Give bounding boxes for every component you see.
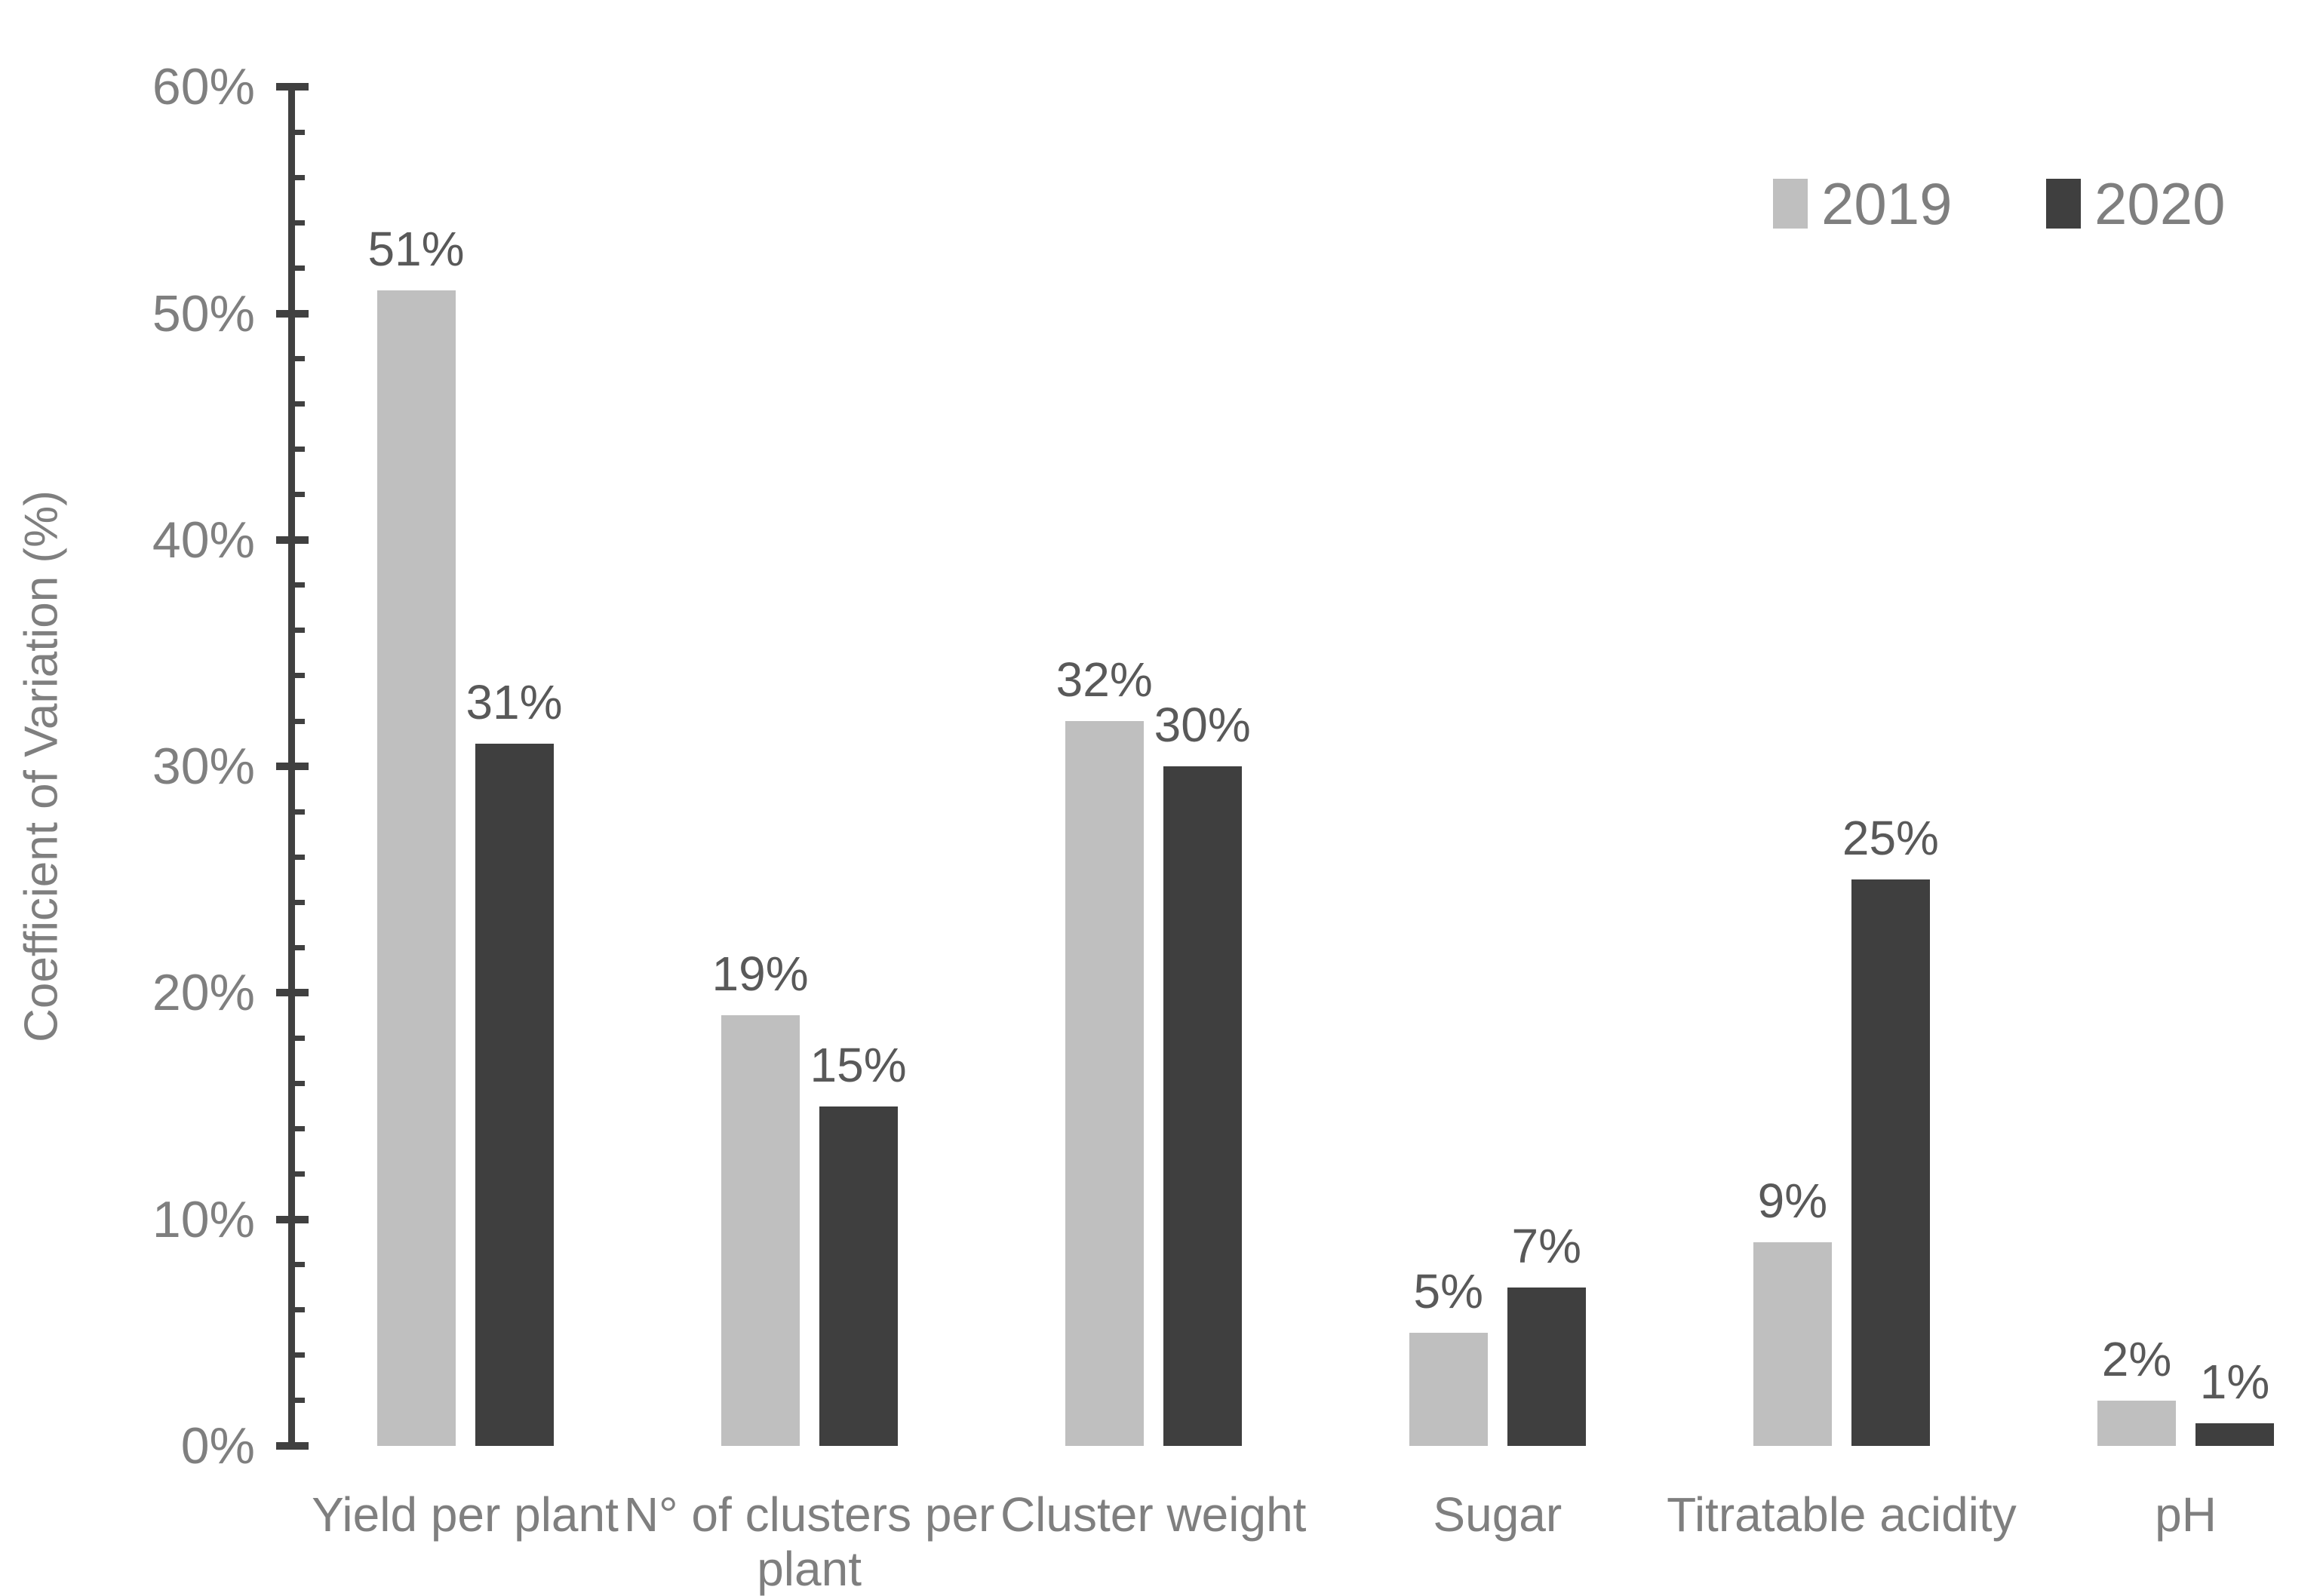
bar-2020 [2195,1423,2274,1446]
bar-value-label: 15% [810,1037,907,1092]
y-axis-minor-tick [295,447,305,453]
y-axis-minor-tick [295,854,305,860]
y-axis-minor-tick [295,582,305,588]
bar-value-label: 1% [2199,1354,2270,1409]
y-axis-minor-tick [295,356,305,362]
y-axis-minor-tick [295,1352,305,1358]
y-axis-major-tick [276,989,309,997]
y-axis-tick-label: 10% [152,1190,255,1248]
y-axis-tick-label: 20% [152,964,255,1022]
bar-value-label: 32% [1055,652,1153,707]
bar-value-label: 9% [1757,1173,1828,1228]
y-axis-major-tick [276,1215,309,1223]
y-axis-minor-tick [295,1035,305,1041]
y-axis-minor-tick [295,1171,305,1177]
bar-2019 [1753,1242,1832,1446]
bar-2020 [1163,766,1242,1446]
bar-2019 [2097,1400,2176,1446]
category-label: pH [2155,1487,2217,1542]
y-axis-minor-tick [295,492,305,498]
bar-value-label: 31% [466,675,563,730]
bar-2019 [1409,1332,1488,1446]
y-axis-minor-tick [295,673,305,679]
legend-swatch-2020 [2046,179,2081,229]
y-axis-major-tick [276,763,309,771]
y-axis-minor-tick [295,1307,305,1313]
bar-2019 [1065,721,1144,1446]
y-axis-minor-tick [295,899,305,905]
bar-value-label: 25% [1842,811,1939,866]
bar-2020 [1851,879,1930,1446]
legend-label-2019: 2019 [1821,170,1953,237]
bar-value-label: 2% [2101,1331,2172,1386]
y-axis-tick-label: 0% [180,1417,255,1475]
y-axis-tick-label: 30% [152,738,255,796]
bar-2019 [721,1015,800,1446]
legend-item-2020: 2020 [2046,170,2226,238]
y-axis-minor-tick [295,1398,305,1404]
bar-2020 [1507,1287,1586,1446]
bar-value-label: 7% [1511,1218,1582,1273]
legend-label-2020: 2020 [2094,170,2226,237]
y-axis-major-tick [276,1442,309,1450]
y-axis-minor-tick [295,718,305,724]
y-axis-minor-tick [295,1262,305,1268]
y-axis-major-tick [276,83,309,91]
category-label: Cluster weight [1000,1487,1307,1542]
y-axis-minor-tick [295,174,305,180]
bar-value-label: 5% [1413,1263,1484,1318]
category-label: Yield per plant [312,1487,619,1542]
bar-value-label: 19% [711,947,809,1002]
y-axis-minor-tick [295,944,305,950]
y-axis-title: Coefficient of Variation (%) [15,490,68,1042]
y-axis-tick-label: 60% [152,58,255,116]
bar-value-label: 30% [1154,698,1251,753]
bar-2019 [376,290,456,1446]
y-axis-minor-tick [295,401,305,407]
y-axis-minor-tick [295,628,305,634]
y-axis-minor-tick [295,809,305,815]
y-axis-minor-tick [295,1081,305,1087]
y-axis-major-tick [276,536,309,544]
y-axis-minor-tick [295,265,305,271]
legend-item-2019: 2019 [1773,170,1953,238]
y-axis-tick-label: 40% [152,511,255,569]
bar-2020 [819,1106,898,1446]
category-label: N° of clusters per plant [623,1487,995,1596]
y-axis-minor-tick [295,1126,305,1132]
y-axis-minor-tick [295,219,305,226]
bar-value-label: 51% [367,222,465,277]
y-axis-minor-tick [295,129,305,135]
legend-swatch-2019 [1773,179,1808,229]
bar-2020 [475,744,554,1446]
y-axis-tick-label: 50% [152,284,255,342]
category-label: Sugar [1433,1487,1562,1542]
y-axis-major-tick [276,309,309,318]
category-label: Titratable acidity [1667,1487,2017,1542]
